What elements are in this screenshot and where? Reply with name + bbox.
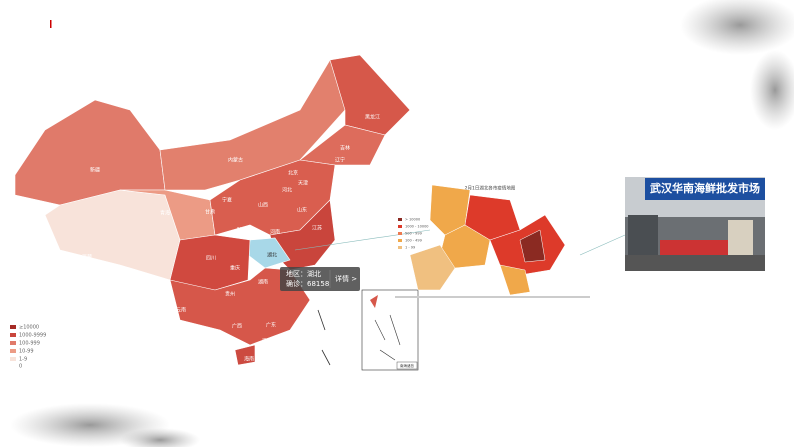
province-label: 湖南 [258,279,268,286]
legend-item: 1000-9999 [19,333,46,339]
province-label: 山东 [297,207,307,214]
province-label: 海南 [244,356,254,363]
region [234,344,256,366]
province-label: 内蒙古 [228,157,243,164]
province-label: 重庆 [230,265,240,272]
province-label: 河北 [282,187,292,194]
province-label: 吉林 [340,145,350,152]
legend-item: 10-99 [19,349,34,355]
province-label: 黑龙江 [365,114,380,121]
province-label: 辽宁 [335,157,345,164]
inset-label: 南海诸岛 [400,363,414,368]
hubei-legend: > 10000 1000 - 10000 500 - 999 100 - 499… [398,218,429,250]
tooltip-confirmed: 确诊：68158 [286,279,329,288]
photo: 武汉华南海鲜批发市场 [625,177,765,271]
province-label: 青海 [160,210,170,217]
region [329,54,411,136]
province-label: 宁夏 [222,197,232,204]
legend-item: 1 - 99 [405,246,415,250]
province-label: 天津 [298,180,308,187]
province-label: 广东 [266,322,276,329]
china-map [14,54,411,366]
legend-item: 500 - 999 [405,232,422,236]
hubei-map: 2月1日湖北各市疫情地图 > 10000 1000 - 10000 500 - … [395,185,590,298]
province-label: 江苏 [312,225,322,232]
province-label: 山西 [258,202,268,209]
region [169,267,311,346]
province-label: 贵州 [225,291,235,298]
legend-item: 100-999 [19,341,40,347]
province-label: 云南 [176,307,186,314]
region [44,189,181,281]
tooltip: 地区：湖北 确诊：68158 详情 > [280,267,360,291]
decor [10,0,794,447]
region [169,234,251,291]
legend-item: ≥10000 [19,325,39,331]
province-label: 北京 [288,170,298,177]
hubei-title: 2月1日湖北各市疫情地图 [465,185,516,192]
region [299,124,386,166]
legend-item: 1000 - 10000 [405,225,429,229]
province-label: 新疆 [90,167,100,174]
legend-item: 1-9 [19,357,27,363]
province-label: 陕西 [237,227,247,234]
province-label: 广西 [232,323,242,330]
photo-sign: 武汉华南海鲜批发市场 [650,181,760,195]
province-label: 河南 [270,229,280,236]
legend-item: > 10000 [405,218,420,222]
province-label: 西藏 [82,254,92,261]
tooltip-region: 地区：湖北 [286,269,321,278]
province-label: 澳门 [262,338,272,345]
tooltip-detail[interactable]: 详情 > [335,274,357,283]
province-label: 四川 [206,256,216,262]
legend-item: 100 - 499 [405,239,422,243]
region [14,99,166,206]
legend-item: 0 [19,364,22,370]
province-labels: 新疆 西藏 青海 甘肃 宁夏 内蒙古 黑龙江 吉林 辽宁 北京 天津 河北 山西… [82,114,380,363]
south-sea-inset: 南海诸岛 [317,289,419,371]
province-label: 甘肃 [205,209,215,216]
province-label: 湖北 [267,252,277,259]
map-legend: ≥10000 1000-9999 100-999 10-99 1-9 0 [10,325,46,370]
